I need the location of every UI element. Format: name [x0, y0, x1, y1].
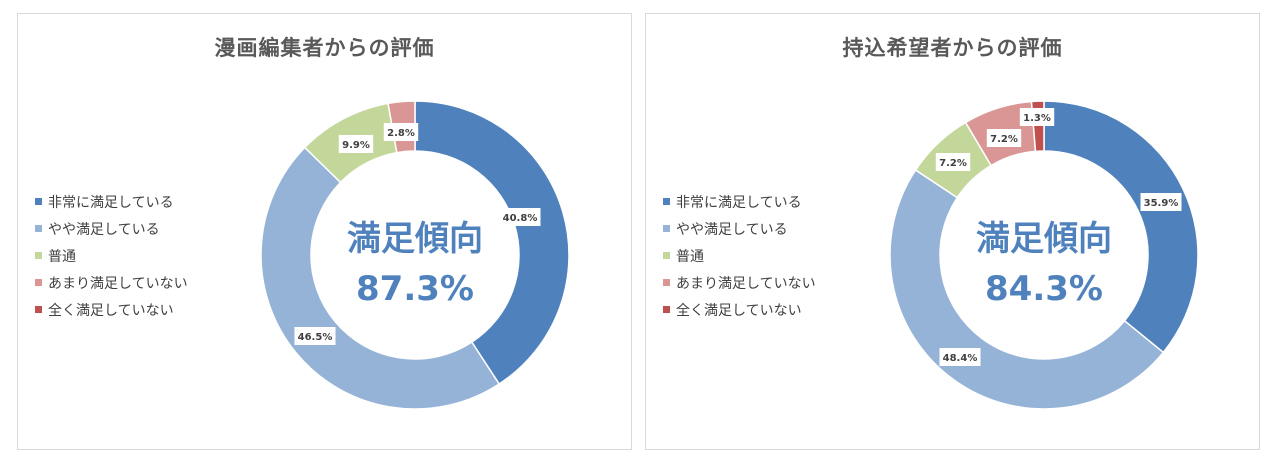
- legend-swatch: [35, 306, 42, 313]
- data-label-box: [294, 327, 336, 345]
- legend-label: 非常に満足している: [48, 194, 174, 211]
- legend-label: 普通: [676, 248, 704, 265]
- donut-slice: [1043, 100, 1199, 354]
- data-label-text: 40.8%: [503, 213, 538, 224]
- data-label: 7.2%: [935, 153, 971, 171]
- data-label: 40.8%: [499, 208, 541, 226]
- legend: 非常に満足している やや満足している 普通 あまり満足していない 全く満足してい…: [663, 188, 816, 323]
- legend-swatch: [35, 225, 42, 232]
- data-label: 46.5%: [294, 327, 336, 345]
- legend-item: 非常に満足している: [35, 188, 188, 215]
- legend-swatch: [663, 198, 670, 205]
- legend-swatch: [35, 252, 42, 259]
- legend-item: やや満足している: [663, 215, 816, 242]
- data-label-box: [939, 348, 981, 366]
- legend-label: 普通: [48, 248, 76, 265]
- data-label: 9.9%: [338, 135, 374, 153]
- legend-item: やや満足している: [35, 215, 188, 242]
- data-label-text: 1.3%: [1023, 113, 1051, 124]
- center-value: 87.3%: [356, 269, 474, 309]
- data-label: 2.8%: [383, 123, 419, 141]
- data-label-box: [986, 129, 1022, 147]
- data-label-text: 46.5%: [298, 332, 333, 343]
- legend-item: あまり満足していない: [663, 269, 816, 296]
- data-label: 1.3%: [1019, 108, 1055, 126]
- data-label-text: 48.4%: [943, 353, 978, 364]
- legend-label: 全く満足していない: [676, 302, 802, 319]
- center-title: 満足傾向: [347, 219, 483, 259]
- legend-label: やや満足している: [48, 221, 160, 238]
- chart-panel-applicants: 持込希望者からの評価 非常に満足している やや満足している 普通 あまり満足して…: [645, 13, 1260, 450]
- legend-label: やや満足している: [676, 221, 788, 238]
- data-label-text: 7.2%: [939, 158, 967, 169]
- data-label-text: 9.9%: [342, 140, 370, 151]
- legend-item: 普通: [35, 242, 188, 269]
- data-label-box: [499, 208, 541, 226]
- legend-item: あまり満足していない: [35, 269, 188, 296]
- legend-label: 全く満足していない: [48, 302, 174, 319]
- legend-label: あまり満足していない: [48, 275, 188, 292]
- data-label-box: [383, 123, 419, 141]
- chart-title: 持込希望者からの評価: [842, 36, 1063, 60]
- legend-swatch: [663, 279, 670, 286]
- legend-swatch: [663, 252, 670, 259]
- data-label-box: [1019, 108, 1055, 126]
- legend-swatch: [35, 279, 42, 286]
- donut-chart: 40.8% 46.5% 9.9% 2.8% 満足傾向 87.3%: [260, 100, 570, 410]
- chart-title: 漫画編集者からの評価: [214, 36, 435, 60]
- legend-item: 非常に満足している: [663, 188, 816, 215]
- legend-label: 非常に満足している: [676, 194, 802, 211]
- donut-slice: [414, 100, 570, 386]
- legend-swatch: [663, 306, 670, 313]
- data-label: 7.2%: [986, 129, 1022, 147]
- legend-item: 普通: [663, 242, 816, 269]
- legend-swatch: [35, 198, 42, 205]
- legend-label: あまり満足していない: [676, 275, 816, 292]
- data-label-box: [338, 135, 374, 153]
- donut-chart: 35.9% 48.4% 7.2% 7.2% 1.3% 満足傾向 84.3%: [889, 100, 1199, 410]
- data-label-text: 35.9%: [1144, 198, 1179, 209]
- data-label: 35.9%: [1140, 193, 1182, 211]
- data-label-text: 2.8%: [387, 128, 415, 139]
- center-value: 84.3%: [985, 269, 1103, 309]
- data-label: 48.4%: [939, 348, 981, 366]
- legend-swatch: [663, 225, 670, 232]
- legend: 非常に満足している やや満足している 普通 あまり満足していない 全く満足してい…: [35, 188, 188, 323]
- center-title: 満足傾向: [976, 219, 1112, 259]
- legend-item: 全く満足していない: [663, 296, 816, 323]
- data-label-text: 7.2%: [990, 134, 1018, 145]
- chart-panel-editors: 漫画編集者からの評価 非常に満足している やや満足している 普通 あまり満足して…: [17, 13, 632, 450]
- data-label-box: [935, 153, 971, 171]
- legend-item: 全く満足していない: [35, 296, 188, 323]
- data-label-box: [1140, 193, 1182, 211]
